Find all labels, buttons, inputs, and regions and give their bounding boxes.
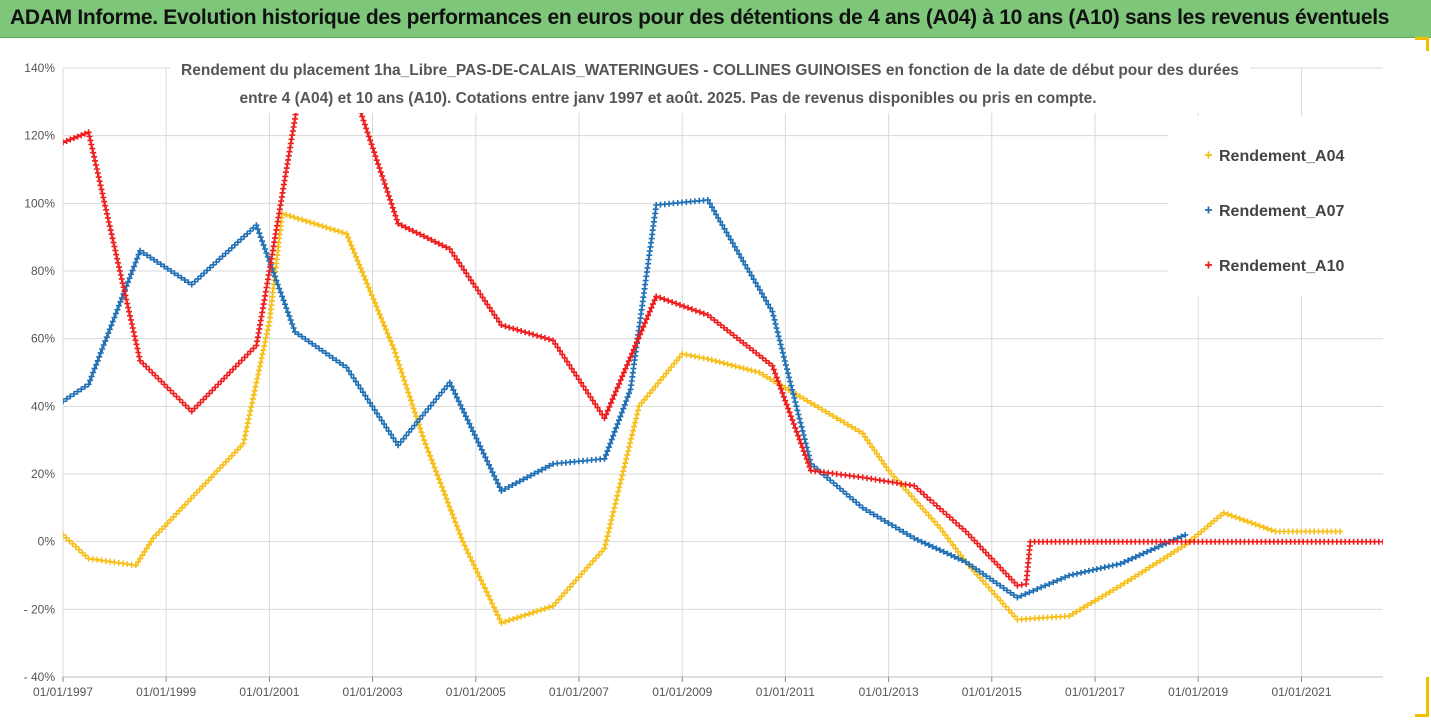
- legend-marker: [1205, 151, 1212, 159]
- frame-corner-top-right-v: [1426, 37, 1429, 51]
- x-tick-label: 01/01/2007: [549, 685, 609, 699]
- x-tick-label: 01/01/2005: [446, 685, 506, 699]
- series-Rendement_A07: [63, 196, 1189, 601]
- x-tick-label: 01/01/2011: [756, 685, 815, 699]
- frame-corner-top-right: [1415, 37, 1429, 40]
- x-tick-label: 01/01/1999: [136, 685, 196, 699]
- y-tick-label: 40%: [31, 399, 55, 413]
- series-Rendement_A10: [63, 68, 1383, 589]
- y-tick-label: 100%: [24, 196, 55, 210]
- frame-corner-bottom-right-h: [1415, 714, 1429, 717]
- legend-label: Rendement_A04: [1219, 148, 1344, 165]
- x-tick-label: 01/01/1997: [33, 685, 93, 699]
- y-tick-label: 120%: [24, 129, 55, 143]
- legend-marker: [1205, 206, 1212, 214]
- x-tick-label: 01/01/2001: [239, 685, 299, 699]
- title-background: [170, 55, 1250, 113]
- x-tick-label: 01/01/2013: [859, 685, 919, 699]
- x-tick-label: 01/01/2009: [652, 685, 712, 699]
- legend: Rendement_A04 Rendement_A07 Rendement_A10: [1168, 116, 1383, 296]
- y-tick-label: 60%: [31, 332, 55, 346]
- legend-marker: [1205, 261, 1212, 269]
- y-tick-label: 0%: [38, 535, 56, 549]
- chart-title-line2: entre 4 (A04) et 10 ans (A10). Cotations…: [239, 90, 1096, 107]
- legend-label: Rendement_A10: [1219, 258, 1344, 275]
- x-tick-label: 01/01/2015: [962, 685, 1022, 699]
- chart-area: 140%120%100%80%60%40%20%0%- 20%- 40%01/0…: [24, 55, 1383, 699]
- y-tick-label: - 20%: [24, 602, 56, 616]
- x-tick-label: 01/01/2021: [1271, 685, 1331, 699]
- y-tick-label: 140%: [24, 61, 55, 75]
- series-Rendement_A04: [63, 210, 1344, 626]
- y-tick-label: - 40%: [24, 670, 56, 684]
- grid-layer: [62, 67, 1383, 678]
- legend-label: Rendement_A07: [1219, 203, 1344, 220]
- y-tick-label: 80%: [31, 264, 55, 278]
- x-tick-label: 01/01/2003: [343, 685, 403, 699]
- legend-box: [1168, 116, 1383, 296]
- chart-title-line1: Rendement du placement 1ha_Libre_PAS-DE-…: [181, 62, 1239, 79]
- series-markers-Rendement_A07: [63, 196, 1189, 601]
- axis-layer: 140%120%100%80%60%40%20%0%- 20%- 40%01/0…: [24, 61, 1332, 699]
- series-layer: [63, 68, 1383, 626]
- x-tick-label: 01/01/2017: [1065, 685, 1125, 699]
- series-markers-Rendement_A04: [63, 210, 1344, 626]
- frame-corner-bottom-right: [1426, 677, 1429, 717]
- page-title: ADAM Informe. Evolution historique des p…: [10, 6, 1390, 29]
- x-tick-label: 01/01/2019: [1168, 685, 1228, 699]
- header-bar: ADAM Informe. Evolution historique des p…: [0, 0, 1431, 38]
- y-tick-label: 20%: [31, 467, 55, 481]
